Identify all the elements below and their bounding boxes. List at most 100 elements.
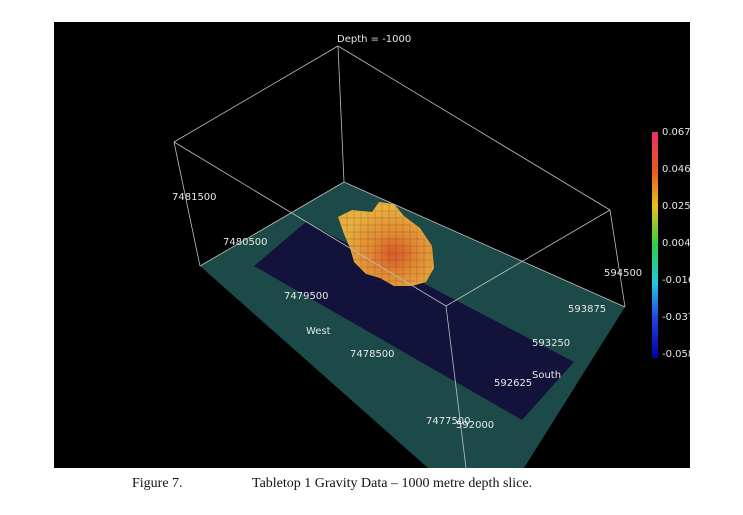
anomaly-voxel xyxy=(388,259,397,268)
anomaly-voxel xyxy=(346,238,355,247)
easting-label-593250: 593250 xyxy=(532,338,570,349)
anomaly-voxel xyxy=(360,266,369,275)
anomaly-voxel xyxy=(395,280,404,289)
anomaly-voxel xyxy=(409,266,418,275)
colorbar-tick-1: 0.0465 xyxy=(662,164,690,175)
anomaly-voxel xyxy=(374,266,383,275)
anomaly-voxel xyxy=(402,259,411,268)
anomaly-voxel xyxy=(416,238,425,247)
anomaly-voxel xyxy=(388,224,397,233)
anomaly-voxel xyxy=(346,231,355,240)
anomaly-voxel xyxy=(339,217,348,226)
anomaly-voxel xyxy=(360,224,369,233)
anomaly-voxel xyxy=(374,245,383,254)
colorbar-tick-0: 0.0676 xyxy=(662,127,690,138)
anomaly-voxel xyxy=(388,252,397,261)
anomaly-voxel xyxy=(395,273,404,282)
south-label: South xyxy=(532,370,561,381)
anomaly-voxel xyxy=(381,203,390,212)
northing-label-7479500: 7479500 xyxy=(284,291,329,302)
anomaly-voxel xyxy=(367,245,376,254)
anomaly-voxel xyxy=(374,210,383,219)
anomaly-voxel xyxy=(381,252,390,261)
anomaly-voxel xyxy=(374,203,383,212)
anomaly-voxel xyxy=(346,245,355,254)
anomaly-voxel xyxy=(416,252,425,261)
anomaly-voxel xyxy=(353,231,362,240)
3d-viewer[interactable]: Depth = -1000 7481500 7480500 7479500 74… xyxy=(54,22,690,468)
anomaly-voxel xyxy=(360,238,369,247)
anomaly-voxel xyxy=(374,231,383,240)
anomaly-voxel xyxy=(416,273,425,282)
anomaly-voxel-grid xyxy=(339,203,432,289)
anomaly-voxel xyxy=(409,245,418,254)
depth-slice-band xyxy=(254,222,574,420)
anomaly-voxel xyxy=(374,273,383,282)
anomaly-voxel xyxy=(416,245,425,254)
anomaly-voxel xyxy=(395,224,404,233)
anomaly-voxel xyxy=(367,224,376,233)
northing-label-7481500: 7481500 xyxy=(172,192,217,203)
anomaly-voxel xyxy=(353,217,362,226)
colorbar-tick-2: 0.0255 xyxy=(662,201,690,212)
anomaly-voxel xyxy=(388,231,397,240)
anomaly-voxel xyxy=(409,259,418,268)
anomaly-voxel xyxy=(423,259,432,268)
anomaly-voxel xyxy=(402,231,411,240)
anomaly-voxel xyxy=(353,224,362,233)
anomaly-voxel xyxy=(416,231,425,240)
anomaly-voxel xyxy=(388,217,397,226)
anomaly-voxel xyxy=(416,266,425,275)
anomaly-voxel xyxy=(423,266,432,275)
anomaly-voxel xyxy=(381,224,390,233)
anomaly-voxel xyxy=(360,217,369,226)
anomaly-voxel xyxy=(395,210,404,219)
anomaly-voxel xyxy=(367,238,376,247)
colorbar-tick-5: -0.0378 xyxy=(662,312,690,323)
colorbar-tick-6: -0.0589 xyxy=(662,349,690,360)
anomaly-voxel xyxy=(353,238,362,247)
anomaly-voxel xyxy=(381,210,390,219)
anomaly-voxel xyxy=(374,217,383,226)
anomaly-voxel xyxy=(409,252,418,261)
anomaly-voxel xyxy=(416,259,425,268)
anomaly-voxel xyxy=(423,238,432,247)
anomaly-voxel xyxy=(381,259,390,268)
easting-label-592625: 592625 xyxy=(494,378,532,389)
anomaly-voxel xyxy=(402,238,411,247)
anomaly-voxel xyxy=(395,217,404,226)
anomaly-voxel xyxy=(381,217,390,226)
anomaly-voxel xyxy=(360,252,369,261)
anomaly-voxel xyxy=(402,252,411,261)
northing-label-7480500: 7480500 xyxy=(223,237,268,248)
anomaly-voxel xyxy=(346,217,355,226)
anomaly-voxel xyxy=(360,231,369,240)
figure-caption: Figure 7. Tabletop 1 Gravity Data – 1000… xyxy=(0,476,743,498)
anomaly-voxel xyxy=(395,231,404,240)
anomaly-voxel xyxy=(395,238,404,247)
anomaly-voxel xyxy=(423,273,432,282)
anomaly-voxel xyxy=(360,210,369,219)
anomaly-voxel xyxy=(402,245,411,254)
anomaly-voxel xyxy=(409,238,418,247)
anomaly-voxel xyxy=(388,238,397,247)
anomaly-voxel xyxy=(381,273,390,282)
anomaly-voxel xyxy=(367,266,376,275)
northing-label-7478500: 7478500 xyxy=(350,349,395,360)
anomaly-voxel xyxy=(388,210,397,219)
anomaly-voxel xyxy=(374,224,383,233)
anomaly-voxel xyxy=(423,252,432,261)
anomaly-voxel xyxy=(402,224,411,233)
anomaly-voxel xyxy=(353,259,362,268)
anomaly-voxel xyxy=(395,259,404,268)
west-label: West xyxy=(306,326,331,337)
anomaly-voxel xyxy=(395,245,404,254)
anomaly-voxel xyxy=(346,224,355,233)
bounding-box xyxy=(173,45,626,468)
anomaly-voxel xyxy=(367,210,376,219)
caption-text: Tabletop 1 Gravity Data – 1000 metre dep… xyxy=(252,476,533,491)
northing-label-7477500: 7477500 xyxy=(426,416,471,427)
depth-label: Depth = -1000 xyxy=(337,34,411,45)
anomaly-voxel xyxy=(381,245,390,254)
anomaly-voxel xyxy=(395,252,404,261)
